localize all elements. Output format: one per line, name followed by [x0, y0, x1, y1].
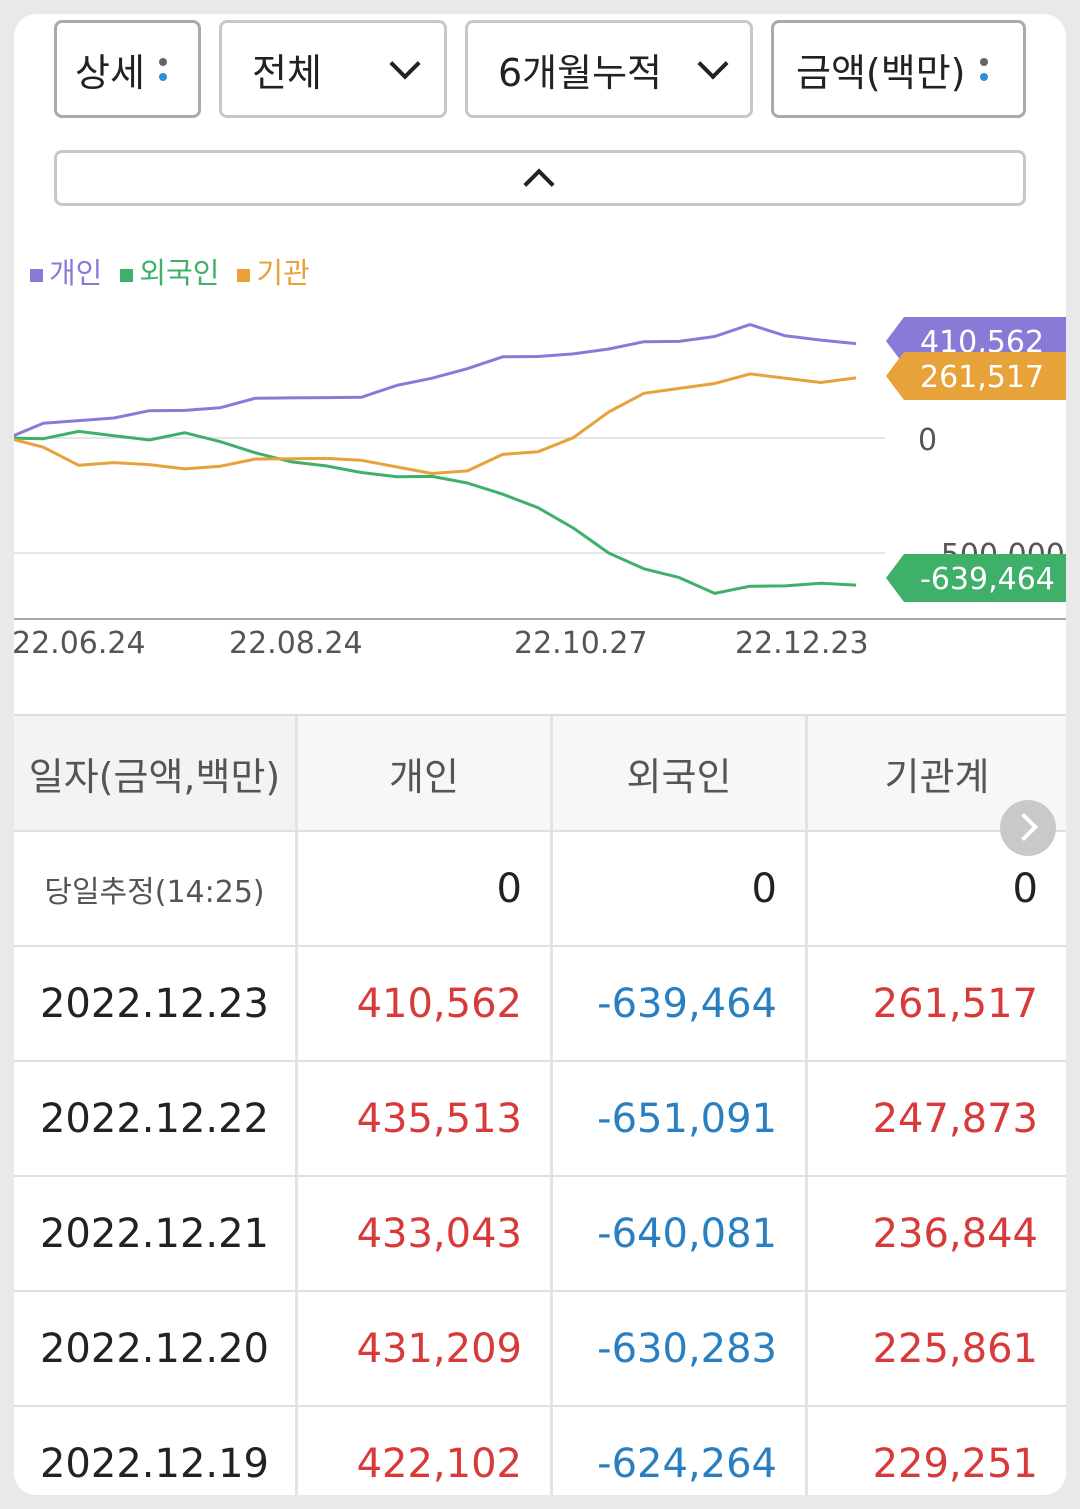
detail-label: 상세 [75, 50, 145, 95]
row-individual: 422,102 [298, 1407, 553, 1495]
row-date: 2022.12.22 [14, 1062, 298, 1175]
line-chart: 0-500,000410,562261,517-639,46422.06.242… [14, 317, 1066, 661]
live-foreign: 0 [553, 832, 808, 945]
series-line [14, 372, 857, 475]
table-row[interactable]: 2022.12.23 410,562 -639,464 261,517 [14, 945, 1066, 1060]
row-institution: 229,251 [872, 1440, 1038, 1487]
row-institution: 236,844 [872, 1210, 1038, 1257]
table-row[interactable]: 2022.12.20 431,209 -630,283 225,861 [14, 1290, 1066, 1405]
legend-item-institution: 기관 [237, 250, 310, 292]
filter-bar: 상세 전체 6개월누적 금액(백만) [54, 20, 1026, 122]
chevron-down-icon [697, 48, 729, 80]
value-tag-label: -639,464 [920, 562, 1055, 597]
series-line [14, 429, 857, 595]
table-row-live[interactable]: 당일추정(14:25) 0 0 0 [14, 830, 1066, 945]
row-foreign: -651,091 [553, 1062, 808, 1175]
live-label: 당일추정(14:25) [14, 832, 298, 945]
more-dots-icon [979, 57, 988, 81]
unit-button[interactable]: 금액(백만) [771, 20, 1026, 118]
header-foreign: 외국인 [553, 716, 808, 830]
row-date: 2022.12.19 [14, 1407, 298, 1495]
chevron-up-icon [523, 168, 555, 200]
x-tick-label: 22.12.23 [735, 626, 869, 661]
scroll-right-button[interactable] [1000, 800, 1056, 856]
row-foreign: -640,081 [553, 1177, 808, 1290]
row-institution: 225,861 [872, 1325, 1038, 1372]
value-tag-label: 261,517 [920, 360, 1044, 395]
row-individual: 431,209 [298, 1292, 553, 1405]
scope-label: 전체 [252, 50, 322, 95]
header-individual: 개인 [298, 716, 553, 830]
row-individual: 410,562 [298, 947, 553, 1060]
table-row[interactable]: 2022.12.19 422,102 -624,264 229,251 [14, 1405, 1066, 1495]
table-row[interactable]: 2022.12.21 433,043 -640,081 236,844 [14, 1175, 1066, 1290]
x-tick-label: 22.10.27 [514, 626, 648, 661]
scope-select[interactable]: 전체 [219, 20, 447, 118]
more-dots-icon [158, 57, 167, 81]
period-select[interactable]: 6개월누적 [465, 20, 753, 118]
row-foreign: -639,464 [553, 947, 808, 1060]
x-tick-label: 22.06.24 [14, 626, 146, 661]
investor-trend-card: 상세 전체 6개월누적 금액(백만) 개인 외국인 기관 0-500,00041… [14, 14, 1066, 1495]
row-individual: 435,513 [298, 1062, 553, 1175]
table-row[interactable]: 2022.12.22 435,513 -651,091 247,873 [14, 1060, 1066, 1175]
chevron-down-icon [389, 48, 421, 80]
series-line [14, 323, 857, 438]
legend-item-individual: 개인 [30, 250, 102, 292]
unit-label: 금액(백만) [796, 50, 966, 95]
value-tag [886, 554, 1066, 602]
y-tick-label: 0 [918, 423, 937, 458]
row-institution: 247,873 [872, 1095, 1038, 1142]
row-date: 2022.12.20 [14, 1292, 298, 1405]
table-header: 일자(금액,백만) 개인 외국인 기관계 [14, 714, 1066, 830]
row-foreign: -630,283 [553, 1292, 808, 1405]
detail-button[interactable]: 상세 [54, 20, 201, 118]
legend-item-foreign: 외국인 [120, 250, 219, 292]
collapse-chart-button[interactable] [54, 150, 1026, 206]
x-tick-label: 22.08.24 [229, 626, 363, 661]
live-institution: 0 [1012, 865, 1038, 912]
header-date: 일자(금액,백만) [14, 716, 298, 830]
row-date: 2022.12.21 [14, 1177, 298, 1290]
value-tag [886, 352, 1066, 400]
live-individual: 0 [298, 832, 553, 945]
period-label: 6개월누적 [498, 50, 663, 95]
row-foreign: -624,264 [553, 1407, 808, 1495]
investor-table: 일자(금액,백만) 개인 외국인 기관계 당일추정(14:25) 0 0 0 2… [14, 714, 1066, 1495]
row-date: 2022.12.23 [14, 947, 298, 1060]
row-institution: 261,517 [872, 980, 1038, 1027]
chart-legend: 개인 외국인 기관 [30, 250, 310, 292]
row-individual: 433,043 [298, 1177, 553, 1290]
